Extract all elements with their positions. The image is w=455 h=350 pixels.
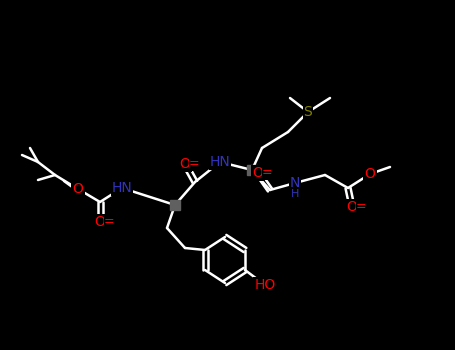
Text: =: =	[356, 201, 367, 214]
Text: O: O	[347, 200, 358, 214]
Text: O: O	[95, 215, 106, 229]
Text: H: H	[291, 189, 299, 199]
Text: HN: HN	[111, 181, 132, 195]
Text: O: O	[253, 166, 263, 180]
Text: HN: HN	[210, 155, 230, 169]
Text: N: N	[290, 176, 300, 190]
Text: =: =	[189, 158, 200, 170]
Text: O: O	[364, 167, 375, 181]
Bar	[170, 200, 180, 210]
Text: =: =	[262, 167, 273, 180]
Text: O: O	[72, 182, 83, 196]
Text: O: O	[180, 157, 191, 171]
Bar	[247, 165, 257, 175]
Text: =: =	[104, 216, 115, 229]
Text: HO: HO	[254, 278, 276, 292]
Text: S: S	[303, 105, 313, 119]
